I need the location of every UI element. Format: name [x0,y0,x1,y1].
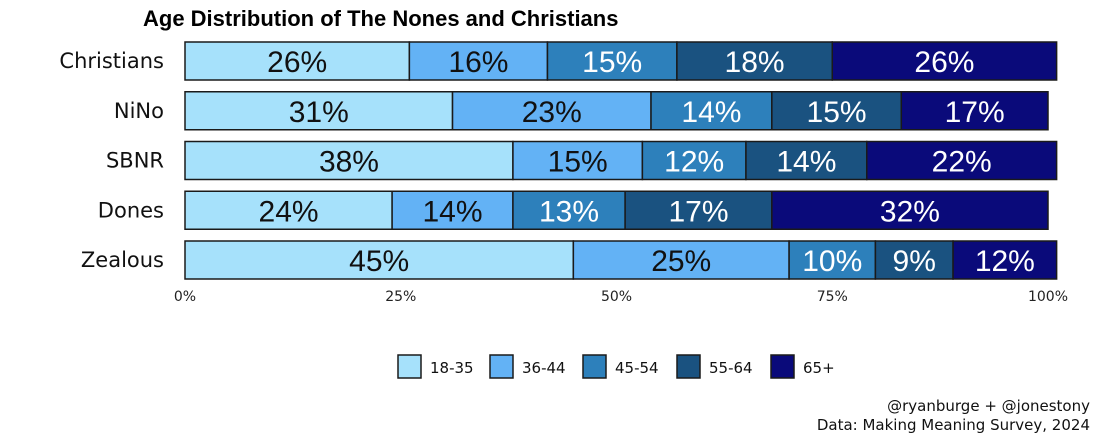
data-label: 15% [548,146,608,179]
data-label: 45% [349,245,409,278]
data-label: 14% [776,146,836,179]
data-label: 31% [289,96,349,129]
credit-authors: @ryanburge + @jonestony [887,397,1090,415]
bar-segment-65+ [771,190,1049,230]
x-tick-label: 75% [817,289,848,305]
legend-label: 55-64 [709,359,753,377]
data-label: 14% [423,195,483,228]
bar-segment-65+ [831,41,1058,81]
bar-segment-36-44 [512,140,644,181]
category-label: SBNR [106,149,164,173]
data-label: 25% [651,245,711,278]
data-label: 22% [932,146,992,179]
legend-label: 18-35 [430,359,474,377]
legend-item-45-54: 45-54 [582,354,659,379]
bars-area: Christians 26% 16% 15% 18% 26% NiNo 31% 23% 14% 15… [59,41,1058,280]
bar-row-zealous: Zealous 45% 25% 10% 9% 12% [81,240,1058,280]
data-label: 16% [448,46,508,79]
data-label: 24% [259,195,319,228]
legend-label: 36-44 [522,359,566,377]
bar-segment-36-44 [572,240,790,280]
bar-segment-18-35 [184,190,393,230]
bar-segment-65+ [952,240,1058,280]
data-label: 10% [802,245,862,278]
data-label: 12% [975,245,1035,278]
data-label: 23% [522,96,582,129]
bar-row-nino: NiNo 31% 23% 14% 15% 17% [114,91,1049,131]
legend-swatch [582,354,607,379]
category-label: NiNo [114,99,164,123]
bar-row-sbnr: SBNR 38% 15% 12% 14% 22% [106,140,1058,181]
bar-row-dones: Dones 24% 14% 13% 17% 32% [98,190,1049,230]
data-label: 13% [539,195,599,228]
legend-item-65+: 65+ [770,354,835,379]
credit-source: Data: Making Meaning Survey, 2024 [817,416,1090,434]
bar-row-christians: Christians 26% 16% 15% 18% 26% [59,41,1058,81]
bar-segment-45-54 [546,41,678,81]
data-label: 17% [668,195,728,228]
bar-segment-45-54 [788,240,877,280]
x-tick-label: 25% [385,289,416,305]
bar-segment-55-64 [624,190,773,230]
category-label: Christians [59,49,164,73]
bar-segment-36-44 [391,190,514,230]
bar-segment-65+ [866,140,1058,181]
bar-segment-65+ [900,91,1049,131]
bar-segment-18-35 [184,91,454,131]
chart-title: Age Distribution of The Nones and Christ… [143,6,618,31]
data-label: 9% [893,245,936,278]
legend-label: 45-54 [615,359,659,377]
category-label: Dones [98,198,164,222]
data-label: 26% [914,46,974,79]
data-label: 17% [945,96,1005,129]
legend-swatch [489,354,514,379]
category-label: Zealous [81,248,164,272]
bar-segment-55-64 [771,91,903,131]
bar-segment-36-44 [408,41,549,81]
bar-segment-18-35 [184,240,575,280]
legend: 18-35 36-44 45-54 55-64 65+ [397,354,835,379]
legend-item-36-44: 36-44 [489,354,566,379]
x-tick-label: 50% [601,289,632,305]
data-label: 12% [664,146,724,179]
data-label: 15% [807,96,867,129]
data-label: 26% [267,46,327,79]
bar-segment-55-64 [745,140,868,181]
data-label: 18% [725,46,785,79]
x-axis: 0% 25% 50% 75% 100% [174,289,1068,305]
legend-swatch [397,354,422,379]
legend-item-55-64: 55-64 [676,354,753,379]
data-label: 14% [681,96,741,129]
legend-swatch [676,354,701,379]
legend-label: 65+ [803,359,835,377]
bar-segment-18-35 [184,41,411,81]
legend-item-18-35: 18-35 [397,354,474,379]
data-label: 15% [582,46,642,79]
x-tick-label: 0% [174,289,196,305]
data-label: 38% [319,146,379,179]
x-tick-label: 100% [1028,289,1068,305]
data-label: 32% [880,195,940,228]
bar-segment-36-44 [451,91,652,131]
bar-segment-45-54 [512,190,626,230]
bar-segment-45-54 [650,91,773,131]
legend-swatch [770,354,795,379]
bar-segment-45-54 [641,140,747,181]
